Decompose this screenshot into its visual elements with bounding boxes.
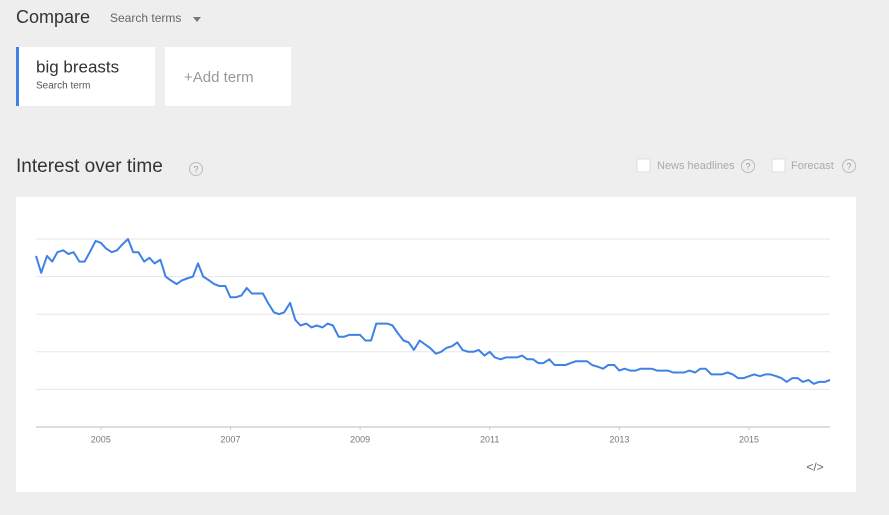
compare-title: Compare bbox=[16, 7, 90, 27]
help-icon[interactable] bbox=[842, 159, 856, 173]
x-tick-label: 2009 bbox=[350, 434, 370, 444]
x-tick-label: 2015 bbox=[739, 434, 759, 444]
help-icon[interactable] bbox=[741, 159, 755, 173]
x-tick-label: 2011 bbox=[480, 434, 499, 444]
add-term[interactable]: +Add term bbox=[184, 69, 254, 86]
checkbox[interactable] bbox=[636, 158, 651, 173]
help-text[interactable]: ? bbox=[846, 161, 851, 171]
option-label[interactable]: News headlines bbox=[657, 160, 735, 172]
x-tick-label: 2005 bbox=[91, 434, 111, 444]
search-terms-dropdown[interactable]: Search terms bbox=[110, 11, 181, 25]
x-tick-label: 2013 bbox=[609, 434, 629, 444]
checkbox[interactable] bbox=[771, 158, 786, 173]
dropdown-arrow[interactable] bbox=[193, 17, 201, 22]
x-tick-label: 2007 bbox=[220, 434, 240, 444]
option-label[interactable]: Forecast bbox=[791, 160, 834, 172]
help-text[interactable]: ? bbox=[745, 161, 750, 171]
term-color bbox=[16, 47, 19, 106]
term-label: big breasts bbox=[36, 57, 119, 76]
trend-line bbox=[35, 238, 831, 385]
plot: 2005 2007 2009 2011 2013 2015 bbox=[35, 238, 831, 444]
help-icon[interactable] bbox=[189, 162, 203, 176]
add-term-card[interactable]: +Add term bbox=[165, 47, 291, 106]
section-title: Interest over time bbox=[16, 156, 163, 177]
term-card-bg bbox=[16, 47, 155, 106]
add-term-bg bbox=[165, 47, 291, 106]
chart-panel bbox=[16, 197, 856, 492]
help-text[interactable]: ? bbox=[193, 164, 198, 174]
term-sublabel: Search term bbox=[36, 81, 90, 92]
embed-button[interactable]: </> bbox=[806, 460, 823, 474]
term-card[interactable]: big breasts Search term bbox=[16, 47, 155, 106]
